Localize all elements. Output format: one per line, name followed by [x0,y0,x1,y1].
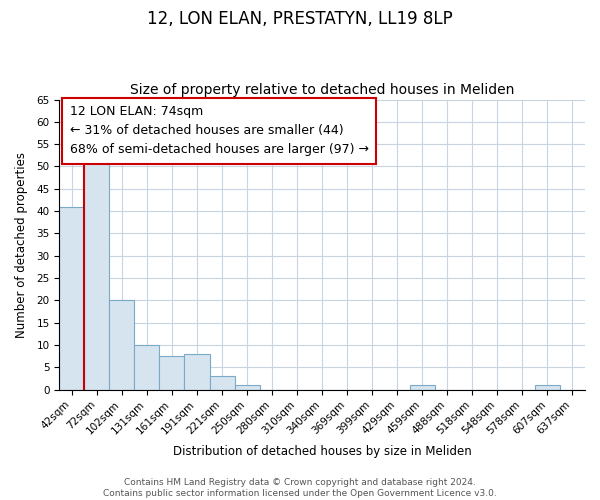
Title: Size of property relative to detached houses in Meliden: Size of property relative to detached ho… [130,83,514,97]
Y-axis label: Number of detached properties: Number of detached properties [15,152,28,338]
Bar [160,356,184,390]
Bar [184,354,209,390]
Bar [59,206,85,390]
Bar [134,345,160,390]
Bar [235,385,260,390]
Bar [535,385,560,390]
Text: 12 LON ELAN: 74sqm
← 31% of detached houses are smaller (44)
68% of semi-detache: 12 LON ELAN: 74sqm ← 31% of detached hou… [70,106,369,156]
Bar [85,162,109,390]
Text: 12, LON ELAN, PRESTATYN, LL19 8LP: 12, LON ELAN, PRESTATYN, LL19 8LP [147,10,453,28]
Bar [109,300,134,390]
Bar [410,385,435,390]
X-axis label: Distribution of detached houses by size in Meliden: Distribution of detached houses by size … [173,444,472,458]
Text: Contains HM Land Registry data © Crown copyright and database right 2024.
Contai: Contains HM Land Registry data © Crown c… [103,478,497,498]
Bar [209,376,235,390]
